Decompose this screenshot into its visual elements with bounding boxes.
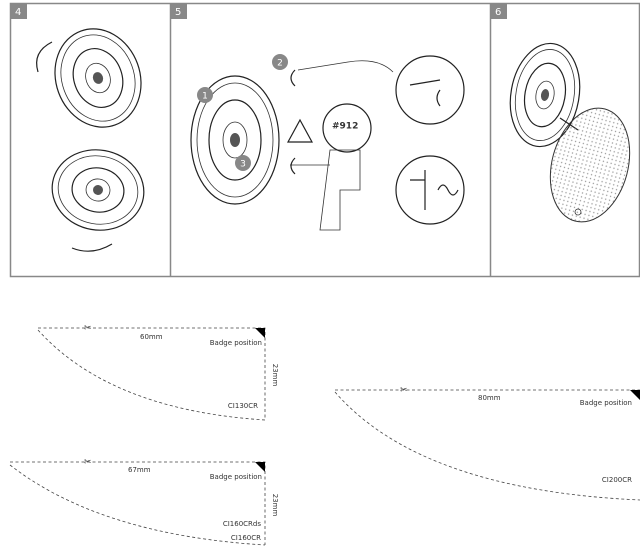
- model-label: CI200CR: [602, 476, 632, 484]
- shape: [514, 49, 576, 141]
- shape: [523, 62, 567, 128]
- shape: [230, 133, 240, 147]
- detail-circle: [395, 55, 465, 125]
- rotate-arrow: [36, 41, 53, 73]
- torque-dial: [322, 103, 372, 153]
- template-width: 67mm: [128, 466, 151, 474]
- detail-drawing: [409, 79, 441, 107]
- hand-screwdriver: [297, 60, 394, 73]
- badge-corner: [255, 462, 265, 472]
- cut-template: ✂ 67mm Badge position 23mm CI160CRds CI1…: [9, 458, 279, 546]
- step-number: 5: [175, 7, 181, 18]
- speaker-illustration: [190, 75, 280, 205]
- grille-badge: [574, 208, 582, 216]
- detail-circle: [395, 155, 465, 225]
- instruction-panels: 4 5 6 1 2 3 #912: [9, 2, 640, 278]
- badge-label: Badge position: [210, 473, 262, 481]
- shape: [535, 80, 555, 110]
- shape: [72, 48, 124, 108]
- shape: [60, 34, 136, 122]
- marker-label: 2: [277, 59, 283, 69]
- cut-template: ✂ 60mm Badge position 23mm CI130CR: [37, 324, 279, 421]
- shape: [509, 42, 581, 148]
- shape: [190, 75, 280, 205]
- speaker-illustration: [51, 149, 145, 231]
- rotate-arrow: [290, 157, 296, 175]
- template-width: 60mm: [140, 333, 163, 341]
- scissors: ✂: [84, 458, 92, 468]
- template-edge: [9, 464, 266, 546]
- shape: [57, 155, 139, 225]
- template-width: 80mm: [478, 394, 501, 402]
- template-depth: 23mm: [271, 494, 279, 517]
- step-badge: [171, 4, 187, 19]
- shape: [85, 178, 111, 202]
- shape: [92, 72, 104, 84]
- step-badge: [11, 4, 27, 19]
- shape: [71, 167, 125, 213]
- shape: [51, 149, 145, 231]
- cut-template: ✂ 80mm Badge position CI200CR: [334, 386, 640, 501]
- shape: [208, 99, 262, 181]
- drill: [290, 149, 361, 231]
- badge-label: Badge position: [210, 339, 262, 347]
- step-badge: [491, 4, 507, 19]
- model-label: CI130CR: [228, 402, 258, 410]
- detail-drawing: [410, 170, 459, 210]
- scissors: ✂: [400, 386, 408, 396]
- badge-label: Badge position: [580, 399, 632, 407]
- badge-corner: [630, 390, 640, 400]
- marker-label: 1: [202, 92, 208, 102]
- shape: [222, 121, 248, 159]
- speaker-illustration: [509, 42, 581, 148]
- shape: [93, 185, 103, 195]
- marker: [235, 155, 251, 171]
- marker-label: 3: [240, 160, 246, 170]
- shape: [540, 89, 550, 101]
- model-label: CI160CR: [231, 534, 261, 542]
- shape: [85, 62, 111, 94]
- warning-icon: [286, 118, 314, 143]
- shape: [196, 82, 274, 198]
- step-number: 6: [495, 7, 501, 18]
- dial-label: #912: [332, 122, 358, 132]
- template-edge: [334, 391, 640, 501]
- marker: [197, 87, 213, 103]
- template-edge: [37, 329, 266, 421]
- rotate-arrow: [71, 243, 113, 252]
- template-depth: 23mm: [271, 364, 279, 387]
- grille: [549, 107, 631, 223]
- speaker-illustration: [54, 28, 142, 128]
- rotate-arrow: [290, 69, 296, 87]
- scissors: ✂: [84, 324, 92, 334]
- marker: [272, 54, 288, 70]
- badge-corner: [255, 328, 265, 338]
- step-number: 4: [15, 7, 21, 18]
- model-label: CI160CRds: [223, 520, 262, 528]
